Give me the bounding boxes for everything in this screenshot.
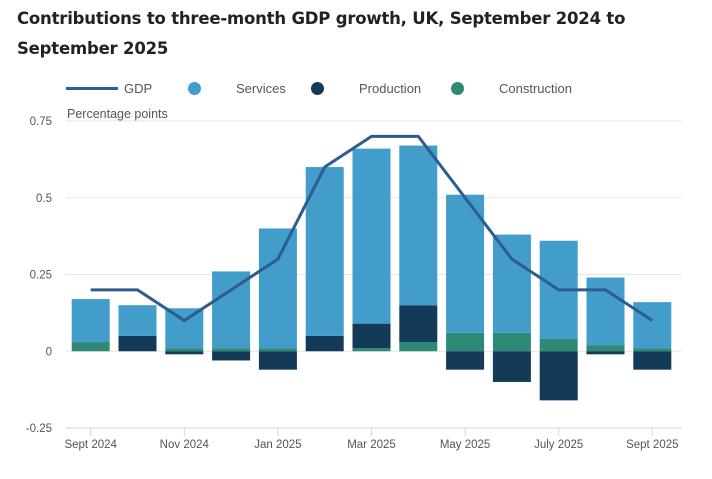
x-tick-label: May 2025 [440, 439, 491, 451]
legend-line-gdp [66, 86, 118, 90]
bar-services [633, 302, 672, 349]
bar-production [399, 305, 438, 343]
legend-item-production[interactable]: Production [311, 78, 421, 98]
bar-production [492, 351, 531, 382]
legend-label-production: Production [359, 80, 422, 96]
chart-title: Contributions to three-month GDP growth,… [17, 4, 697, 64]
bar-services [446, 194, 485, 333]
legend-label-services: Services [236, 80, 286, 96]
y-axis-ticks: 0.75 0.5 0.25 0 -0.25 [26, 116, 52, 435]
bar-production [539, 351, 578, 401]
bar-services [71, 299, 110, 343]
bar-services [399, 145, 438, 306]
bar-services [586, 277, 625, 346]
bar-construction [165, 348, 204, 352]
bar-construction [258, 348, 297, 352]
legend-label-gdp: GDP [124, 80, 153, 96]
bar-production [258, 351, 297, 370]
bar-construction [539, 338, 578, 352]
y-tick-label: 0.25 [30, 270, 52, 282]
legend-item-services[interactable]: Services [188, 78, 286, 98]
x-tick-label: Sept 2024 [64, 439, 117, 451]
legend-dot-construction [451, 81, 464, 95]
y-tick-label: -0.25 [26, 423, 52, 435]
bar-production [446, 351, 485, 370]
bar-production [212, 351, 251, 361]
bar-construction [352, 348, 391, 352]
bar-production [352, 323, 391, 349]
bar-construction [633, 348, 672, 352]
bar-construction [586, 345, 625, 352]
bar-services [352, 148, 391, 324]
y-tick-label: 0.5 [36, 193, 52, 205]
chart-title-line-2: September 2025 [17, 39, 169, 58]
bar-services [258, 228, 297, 349]
legend-item-construction[interactable]: Construction [451, 78, 572, 98]
y-tick-label: 0 [46, 346, 52, 358]
x-tick-label: Jan 2025 [254, 439, 301, 451]
legend-dot-services [188, 81, 201, 95]
gdp-line [90, 134, 654, 323]
bar-construction [446, 332, 485, 352]
bar-production [586, 351, 625, 355]
bar-services [212, 271, 251, 349]
legend-label-construction: Construction [499, 80, 572, 96]
bar-services [492, 234, 531, 333]
bar-services [118, 305, 157, 336]
bar-construction [212, 348, 251, 352]
bars [71, 145, 672, 401]
bar-production [165, 351, 204, 355]
y-axis-label: Percentage points [67, 107, 168, 121]
x-tick-label: Mar 2025 [347, 439, 396, 451]
bar-construction [399, 342, 438, 352]
bar-production [118, 335, 157, 352]
gdp-line-group [90, 134, 654, 323]
x-tick-label: July 2025 [534, 439, 583, 451]
x-tick-label: Sept 2025 [626, 439, 678, 451]
x-tick-label: Nov 2024 [160, 439, 210, 451]
x-axis: Sept 2024 Nov 2024 Jan 2025 Mar 2025 May 202… [64, 427, 682, 451]
chart-title-line-1: Contributions to three-month GDP growth,… [17, 9, 626, 28]
bar-production [633, 351, 672, 370]
bar-services [165, 308, 204, 349]
chart-legend: GDP Services Production Construction [0, 78, 712, 98]
legend-item-gdp[interactable]: GDP [66, 78, 152, 98]
legend-dot-production [311, 81, 324, 95]
bar-production [305, 335, 344, 352]
bar-construction [71, 342, 110, 352]
y-tick-label: 0.75 [30, 116, 52, 128]
bar-construction [492, 332, 531, 352]
